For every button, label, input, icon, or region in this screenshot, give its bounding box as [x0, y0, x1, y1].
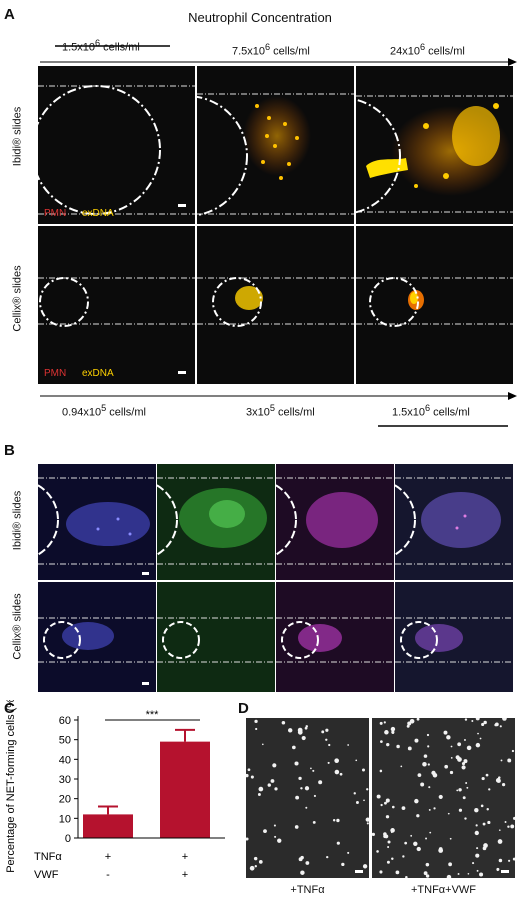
bar-2: [160, 741, 210, 838]
chart-ylabel: Percentage of NET-forming cells (%)t: [5, 700, 17, 873]
bottom-conc-2: 3x105 cells/ml: [246, 403, 315, 419]
y-tick-label: 0: [65, 833, 71, 845]
panel-b-row2-label: Cellix® slides: [11, 593, 24, 660]
y-tick-label: 20: [59, 794, 71, 806]
legend-pmn-label: PMN: [44, 208, 67, 219]
top-axis: [40, 45, 517, 66]
panel-b-image-magenta-r2: [276, 582, 394, 692]
panel-a-image-r2c3: [356, 226, 513, 384]
panel-d-left-caption: +TNFα: [290, 884, 325, 896]
panel-a-image-r1c2: [197, 66, 354, 224]
panel-b-image-blue-r1: [38, 464, 156, 580]
panel-a-row1-label: Ibidi® slides: [11, 106, 24, 167]
panel-a-image-r1c3: [356, 66, 513, 224]
y-tick-label: 10: [59, 813, 71, 825]
panel-d-right-caption: +TNFα+VWF: [410, 884, 477, 896]
bar-1: [83, 814, 133, 838]
panel-c-chart: Percentage of NET-forming cells (%)t 0 10…: [5, 700, 225, 881]
top-conc-1: 1.5x106 cells/ml: [62, 38, 140, 54]
panel-a-image-r2c2: [197, 226, 354, 384]
panel-b-row1-label: Ibidi® slides: [11, 490, 24, 551]
bottom-conc-1: 0.94x105 cells/ml: [62, 403, 146, 419]
panel-b-image-merge-r1: [395, 464, 513, 580]
significance-label: ***: [146, 709, 160, 721]
panel-b-image-green-r2: [157, 582, 275, 692]
tnf-value-1: +: [105, 851, 111, 863]
panel-a-row2-label: Cellix® slides: [11, 265, 24, 332]
panel-d-image-right: [372, 718, 515, 878]
vwf-value-1: -: [106, 869, 110, 881]
panel-d-letter: D: [238, 700, 249, 717]
vwf-value-2: +: [182, 869, 188, 881]
vwf-row-label: VWF: [34, 869, 59, 881]
panel-d-image-left: [246, 718, 369, 878]
top-conc-3: 24x106 cells/ml: [390, 42, 465, 58]
panel-c-letter: C: [4, 700, 15, 717]
y-tick-label: 60: [59, 715, 71, 727]
tnf-value-2: +: [182, 851, 188, 863]
panel-b-image-green-r1: [157, 464, 275, 580]
panel-a-image-r1c1: PMN exDNA: [38, 66, 195, 224]
legend-exdna-label: exDNA: [82, 208, 114, 219]
y-tick-label: 40: [59, 754, 71, 766]
panel-a-image-r2c1: PMN exDNA: [38, 226, 195, 384]
legend-pmn-label-2: PMN: [44, 368, 67, 379]
bottom-axis: [40, 392, 517, 427]
top-conc-2: 7.5x106 cells/ml: [232, 42, 310, 58]
y-tick-label: 30: [59, 774, 71, 786]
panel-b-image-blue-r2: [38, 582, 156, 692]
panel-b-letter: B: [4, 442, 15, 459]
legend-exdna-label-2: exDNA: [82, 368, 114, 379]
tnf-row-label: TNFα: [34, 851, 62, 863]
panel-b-image-magenta-r1: [276, 464, 394, 580]
panel-b-image-merge-r2: [395, 582, 513, 692]
panel-a-letter: A: [4, 6, 15, 23]
panel-a-title: Neutrophil Concentration: [188, 10, 332, 25]
y-tick-label: 50: [59, 735, 71, 747]
bottom-conc-3: 1.5x106 cells/ml: [392, 403, 470, 419]
